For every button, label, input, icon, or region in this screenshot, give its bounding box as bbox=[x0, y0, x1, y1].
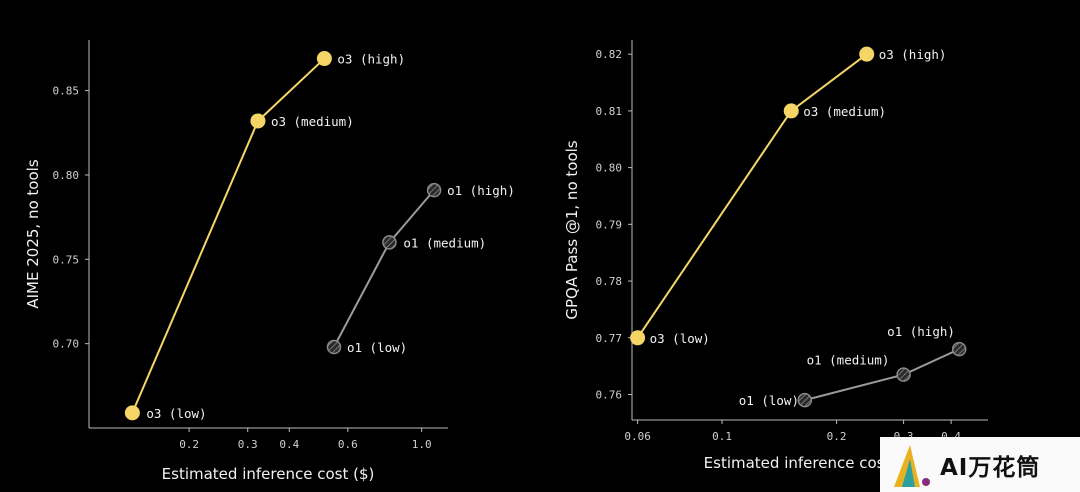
series-line-o1 bbox=[333, 189, 435, 348]
watermark-logo-icon bbox=[894, 445, 930, 487]
y-tick-label: 0.77 bbox=[596, 332, 623, 345]
data-label: o1 (high) bbox=[887, 324, 955, 339]
x-tick-label: 0.2 bbox=[179, 438, 199, 451]
x-tick-label: 1.0 bbox=[412, 438, 432, 451]
watermark: AI万花筒 bbox=[880, 437, 1080, 492]
y-axis-title: AIME 2025, no tools bbox=[24, 159, 42, 308]
y-tick-label: 0.80 bbox=[53, 169, 80, 182]
data-point-o3 bbox=[859, 46, 875, 62]
data-point-o3 bbox=[783, 103, 799, 119]
data-label: o1 (medium) bbox=[403, 235, 486, 250]
y-tick-label: 0.79 bbox=[596, 218, 623, 231]
data-label: o3 (high) bbox=[879, 47, 947, 62]
data-label: o1 (high) bbox=[447, 183, 515, 198]
x-tick-label: 0.3 bbox=[238, 438, 258, 451]
x-axis-title: Estimated inference cost ($) bbox=[704, 454, 917, 472]
y-tick-label: 0.81 bbox=[596, 105, 623, 118]
data-point-o1 bbox=[797, 392, 813, 408]
data-point-o3 bbox=[124, 405, 140, 421]
data-point-o3 bbox=[316, 51, 332, 67]
x-tick-label: 0.1 bbox=[712, 430, 732, 443]
data-point-o3 bbox=[250, 113, 266, 129]
data-label: o3 (low) bbox=[146, 406, 206, 421]
y-tick-label: 0.70 bbox=[53, 338, 80, 351]
data-label: o1 (low) bbox=[347, 340, 407, 355]
series-line-o3 bbox=[131, 57, 326, 414]
data-label: o3 (medium) bbox=[271, 114, 354, 129]
data-label: o3 (high) bbox=[337, 52, 405, 67]
data-point-o1 bbox=[951, 341, 967, 357]
data-label: o1 (medium) bbox=[807, 353, 890, 368]
x-tick-label: 0.06 bbox=[624, 430, 651, 443]
x-axis-title: Estimated inference cost ($) bbox=[162, 465, 375, 483]
data-label: o3 (medium) bbox=[803, 104, 886, 119]
y-axis-title: GPQA Pass @1, no tools bbox=[563, 140, 581, 319]
series-line-o3 bbox=[636, 53, 868, 339]
data-point-o1 bbox=[326, 339, 342, 355]
x-tick-label: 0.4 bbox=[279, 438, 299, 451]
y-tick-label: 0.78 bbox=[596, 275, 623, 288]
y-tick-label: 0.75 bbox=[53, 253, 80, 266]
x-tick-label: 0.2 bbox=[827, 430, 847, 443]
x-tick-label: 0.6 bbox=[338, 438, 358, 451]
data-label: o3 (low) bbox=[650, 331, 710, 346]
y-tick-label: 0.80 bbox=[596, 162, 623, 175]
data-label: o1 (low) bbox=[739, 393, 799, 408]
gpqa-chart: 0.760.770.780.790.800.810.820.060.10.20.… bbox=[563, 40, 988, 472]
aime-chart: 0.70 0.75 0.80 0.85 0.2 0.3 0.4 0.6 1.0 Estimated… bbox=[24, 40, 515, 483]
y-tick-label: 0.85 bbox=[53, 85, 80, 98]
data-point-o1 bbox=[896, 367, 911, 382]
y-tick-label: 0.82 bbox=[596, 48, 623, 61]
watermark-text: AI万花筒 bbox=[940, 454, 1041, 481]
data-point-o3 bbox=[630, 330, 646, 346]
y-tick-label: 0.76 bbox=[596, 388, 623, 401]
data-point-o1 bbox=[382, 235, 397, 250]
data-point-o1 bbox=[426, 182, 442, 198]
